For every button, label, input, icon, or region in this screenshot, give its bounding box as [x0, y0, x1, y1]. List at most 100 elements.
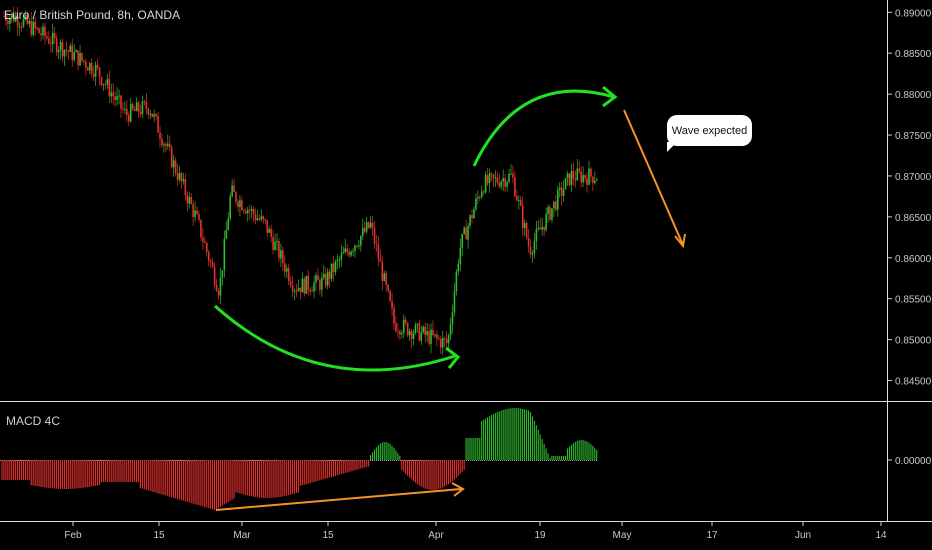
candle-body	[186, 195, 189, 204]
date-tick-label: 17	[706, 530, 718, 541]
candle-body	[332, 263, 335, 273]
candle-body	[560, 187, 563, 196]
candle-body	[112, 92, 114, 97]
candle-body	[315, 275, 317, 283]
candle-body	[352, 250, 354, 252]
candle-body	[75, 50, 77, 53]
candle-body	[293, 290, 296, 292]
candle-body	[176, 173, 179, 180]
candle-body	[182, 179, 185, 182]
candle-body	[96, 64, 99, 68]
candle-body	[363, 227, 366, 232]
candle-body	[549, 206, 551, 220]
candle-body	[527, 237, 530, 247]
candle-body	[477, 197, 479, 199]
candle-body	[98, 67, 101, 77]
candle-body	[9, 17, 11, 24]
candle-body	[399, 331, 401, 335]
candle-body	[67, 50, 70, 52]
candle-body	[163, 144, 165, 146]
candle-body	[149, 113, 152, 115]
candle-body	[389, 290, 391, 302]
candle-body	[588, 168, 590, 185]
candle-body	[342, 252, 345, 254]
candle-body	[59, 42, 62, 51]
candle-body	[51, 32, 54, 45]
candle-body	[541, 226, 543, 230]
candle-body	[34, 21, 36, 28]
candle-body	[309, 289, 311, 292]
candle-body	[537, 227, 540, 230]
candle-body	[104, 83, 107, 85]
candle-body	[334, 261, 337, 273]
candle-body	[233, 185, 235, 193]
candle-body	[362, 227, 364, 236]
candle-body	[377, 244, 380, 260]
candle-body	[237, 201, 239, 207]
candle-body	[305, 275, 308, 294]
candle-body	[81, 52, 83, 61]
candle-body	[71, 45, 74, 61]
candle-body	[420, 332, 423, 341]
candle-body	[422, 326, 425, 333]
candle-body	[268, 228, 270, 233]
candle-body	[547, 206, 549, 214]
candle-body	[443, 338, 446, 340]
candle-body	[539, 227, 542, 230]
candle-body	[153, 114, 155, 117]
candle-body	[404, 319, 407, 323]
candle-body	[266, 220, 269, 233]
candle-body	[241, 200, 243, 211]
chart-title: Euro / British Pound, 8h, OANDA	[4, 8, 181, 22]
candle-body	[566, 173, 569, 179]
candle-body	[391, 301, 393, 309]
candle-body	[471, 215, 473, 219]
candle-body	[22, 19, 25, 27]
candle-body	[412, 333, 415, 339]
candle-body	[562, 189, 565, 196]
candle-body	[202, 237, 204, 242]
candle-body	[291, 285, 294, 292]
candle-body	[500, 181, 503, 187]
candle-body	[572, 171, 575, 179]
candle-body	[36, 27, 38, 29]
date-tick-label: Jun	[795, 530, 811, 541]
price-tick-label: 0.87000	[895, 172, 932, 183]
candle-body	[379, 259, 382, 262]
candle-body	[406, 322, 409, 336]
macd-tick-label: 0.00000	[895, 456, 932, 467]
candle-body	[387, 284, 389, 291]
candle-body	[235, 192, 237, 202]
candle-body	[229, 196, 231, 219]
candle-body	[301, 278, 304, 293]
candle-body	[135, 102, 138, 111]
candle-body	[20, 26, 23, 28]
candle-body	[178, 173, 181, 180]
candle-body	[506, 181, 508, 187]
candle-body	[480, 191, 483, 198]
arc-arrowhead	[445, 346, 461, 369]
candle-body	[514, 177, 516, 197]
candle-body	[94, 64, 97, 77]
candle-body	[518, 200, 520, 202]
candle-body	[416, 323, 419, 325]
candle-body	[211, 262, 214, 267]
candle-body	[348, 251, 350, 256]
forecast-down-arrow	[623, 109, 684, 246]
candle-body	[576, 168, 579, 181]
candle-body	[225, 230, 228, 239]
candle-body	[46, 36, 48, 39]
candle-body	[533, 241, 536, 253]
candle-body	[338, 259, 341, 261]
candle-body	[453, 291, 456, 313]
candle-body	[371, 222, 374, 228]
candle-body	[508, 173, 510, 182]
candle-body	[12, 13, 15, 22]
macd-indicator-label[interactable]: MACD 4C	[6, 414, 61, 428]
candle-body	[221, 270, 224, 278]
candle-body	[445, 339, 448, 344]
candle-body	[326, 271, 329, 286]
candle-body	[180, 173, 183, 182]
